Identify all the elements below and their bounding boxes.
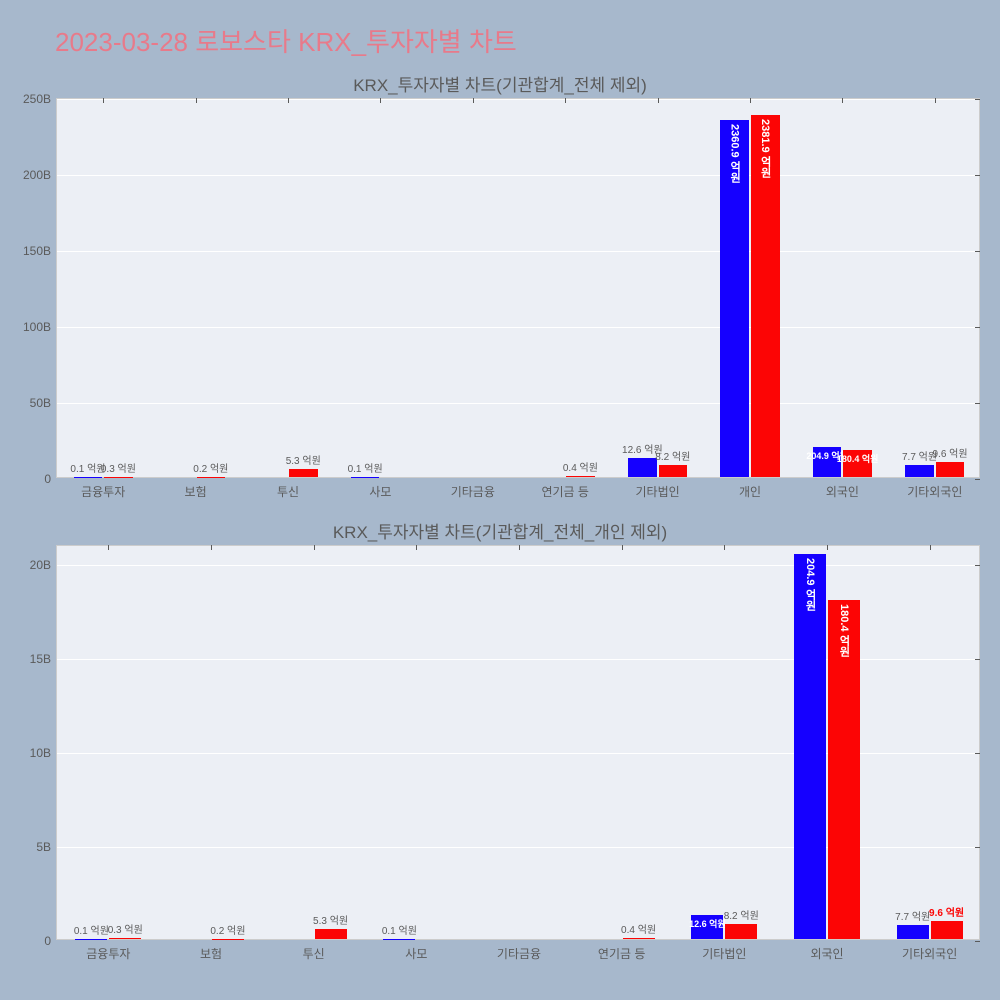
gridline [57,327,979,328]
x-axis-tick-label: 보험 [200,939,222,962]
gridline [57,175,979,176]
bar-value-label: 0.2 억원 [210,922,245,937]
y-axis-tick-label: 20B [30,558,57,572]
bar-value-label: 2381.9 억원 [757,119,773,178]
bar-value-label: 8.2 억원 [724,907,759,922]
gridline [57,403,979,404]
bar: 180.4 억원 [843,450,872,477]
chart-2: KRX_투자자별 차트(기관합계_전체_개인 제외) 05B10B15B20B금… [20,518,980,940]
bar-value-label: 2360.9 억원 [727,124,743,183]
bar-value-label: 12.6 억원 [689,917,726,930]
bar: 0.3 억원 [109,938,141,939]
bar: 9.6 억원 [936,462,965,477]
bar-value-label: 5.3 억원 [286,452,321,467]
chart-1-plot: 050B100B150B200B250B금융투자보험투신사모기타금융연기금 등기… [56,98,980,478]
bar-value-label: 180.4 억원 [836,604,852,657]
chart-2-title: KRX_투자자별 차트(기관합계_전체_개인 제외) [20,518,980,543]
bar: 12.6 억원 [691,915,723,939]
chart-1-title: KRX_투자자별 차트(기관합계_전체 제외) [20,71,980,96]
x-axis-tick-label: 투신 [277,477,299,500]
bar-value-label: 0.4 억원 [621,921,656,936]
bar: 5.3 억원 [315,929,347,939]
bar-value-label: 7.7 억원 [895,908,930,923]
bar: 2381.9 억원 [751,115,780,477]
x-axis-tick-label: 기타법인 [702,939,746,962]
bar: 0.4 억원 [623,938,655,939]
x-axis-tick-label: 기타금융 [451,477,495,500]
bar-value-label: 0.3 억원 [108,921,143,936]
x-axis-tick-label: 보험 [185,477,207,500]
y-axis-tick-label: 100B [23,320,57,334]
x-axis-tick-label: 외국인 [810,939,843,962]
x-axis-tick-label: 연기금 등 [541,477,589,500]
bar: 12.6 억원 [628,458,657,477]
y-axis-tick-label: 200B [23,168,57,182]
bar: 5.3 억원 [289,469,318,477]
x-axis-tick-label: 연기금 등 [598,939,646,962]
gridline [57,565,979,566]
x-axis-tick-label: 사모 [405,939,427,962]
bar: 8.2 억원 [659,465,688,477]
x-axis-tick-label: 개인 [739,477,761,500]
page-title: 2023-03-28 로보스타 KRX_투자자별 차트 [0,0,1000,59]
bar: 9.6 억원 [931,921,963,939]
bar: 204.9 억원 [794,554,826,939]
x-axis-tick-label: 외국인 [826,477,859,500]
bar-value-label: 180.4 억원 [837,452,879,465]
x-axis-tick-label: 금융투자 [81,477,125,500]
y-axis-tick-label: 50B [30,396,57,410]
bar-value-label: 9.6 억원 [929,904,964,919]
x-axis-tick-label: 기타금융 [497,939,541,962]
bar-value-label: 0.3 억원 [101,460,136,475]
y-axis-tick-label: 0 [44,934,57,948]
bar-value-label: 0.1 억원 [74,922,109,937]
bar: 2360.9 억원 [720,120,749,477]
bar-value-label: 9.6 억원 [932,445,967,460]
bar: 7.7 억원 [905,465,934,477]
bar-value-label: 8.2 억원 [655,448,690,463]
x-axis-tick-label: 투신 [303,939,325,962]
gridline [57,251,979,252]
bar: 7.7 억원 [897,925,929,939]
x-axis-tick-label: 기타법인 [636,477,680,500]
y-axis-tick-label: 10B [30,746,57,760]
bar-value-label: 204.9 억원 [802,558,818,611]
bar-value-label: 0.1 억원 [348,460,383,475]
y-axis-tick-label: 250B [23,92,57,106]
x-axis-tick-label: 금융투자 [86,939,130,962]
bar-value-label: 0.1 억원 [382,922,417,937]
x-axis-tick-label: 사모 [369,477,391,500]
y-axis-tick-label: 15B [30,652,57,666]
bar: 180.4 억원 [828,600,860,939]
x-axis-tick-label: 기타외국인 [907,477,962,500]
chart-2-plot: 05B10B15B20B금융투자보험투신사모기타금융연기금 등기타법인외국인기타… [56,545,980,940]
bar: 8.2 억원 [725,924,757,939]
bar-value-label: 0.2 억원 [193,460,228,475]
x-axis-tick-label: 기타외국인 [902,939,957,962]
bar-value-label: 5.3 억원 [313,912,348,927]
y-axis-tick-label: 150B [23,244,57,258]
y-axis-tick-label: 5B [36,840,57,854]
chart-1: KRX_투자자별 차트(기관합계_전체 제외) 050B100B150B200B… [20,71,980,478]
y-axis-tick-label: 0 [44,472,57,486]
bar: 0.4 억원 [566,476,595,477]
bar-value-label: 0.4 억원 [563,459,598,474]
